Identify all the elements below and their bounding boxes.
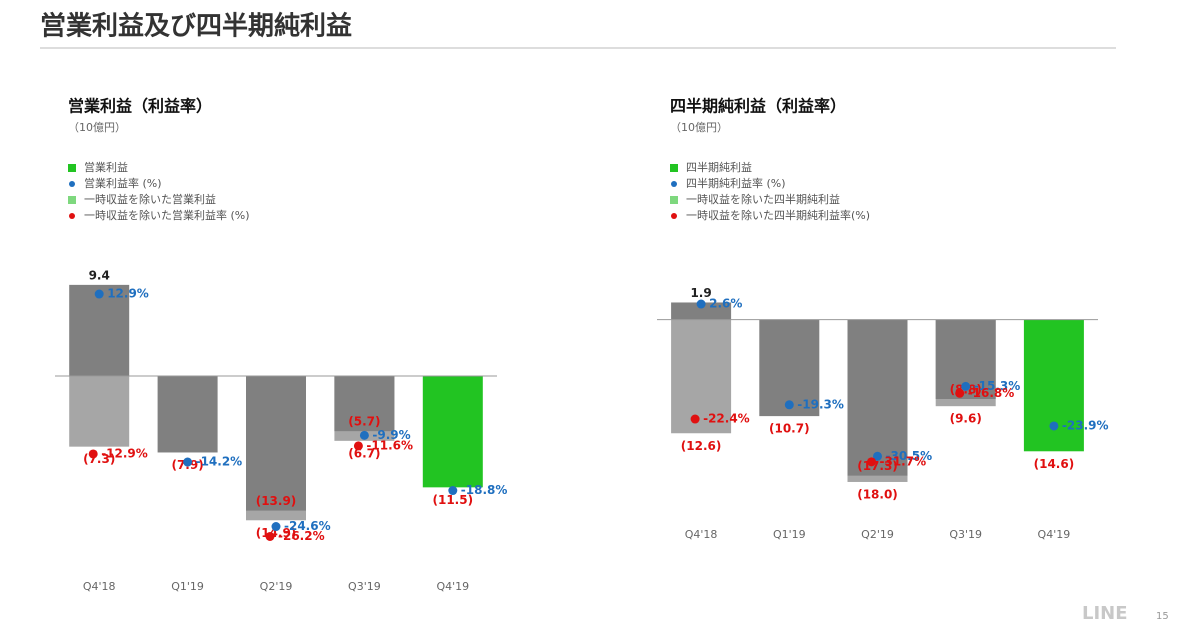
legend-marker xyxy=(671,181,677,187)
margin-dot xyxy=(94,289,104,299)
bar xyxy=(69,284,130,376)
data-label: (10.7) xyxy=(769,422,810,436)
legend-label: 営業利益率 (%) xyxy=(84,176,162,190)
margin-dot xyxy=(183,457,193,467)
margin-label: -14.2% xyxy=(196,455,243,469)
margin-label: -9.9% xyxy=(372,428,410,442)
margin-label: -23.9% xyxy=(1062,418,1109,432)
bar xyxy=(246,375,306,511)
margin-dot xyxy=(265,531,275,541)
legend-marker xyxy=(68,196,76,204)
legend-label: 四半期純利益率 (%) xyxy=(686,176,786,190)
margin-dot xyxy=(1049,421,1059,431)
margin-dot xyxy=(696,299,706,309)
x-tick-label: Q4'19 xyxy=(436,580,469,593)
logo: LINE xyxy=(1082,603,1128,624)
margin-dot xyxy=(867,457,876,467)
x-tick-label: Q4'18 xyxy=(685,528,718,541)
legend-label: 一時収益を除いた四半期純利益 xyxy=(686,192,840,206)
margin-label: -19.3% xyxy=(797,397,844,411)
legend-marker xyxy=(670,196,678,204)
margin-label: -31.7% xyxy=(880,454,927,468)
x-tick-label: Q4'19 xyxy=(1038,528,1071,541)
data-label: (5.7) xyxy=(348,415,380,429)
legend-marker xyxy=(670,164,678,172)
data-label: 9.4 xyxy=(89,268,110,282)
margin-dot xyxy=(359,430,369,440)
legend-marker xyxy=(69,181,75,187)
x-tick-label: Q3'19 xyxy=(949,528,982,541)
page-title: 営業利益及び四半期純利益 xyxy=(40,11,352,42)
bar xyxy=(759,319,820,417)
margin-label: -26.2% xyxy=(278,529,325,543)
legend-marker xyxy=(68,164,76,172)
legend-label: 一時収益を除いた四半期純利益率(%) xyxy=(686,208,870,222)
margin-dot xyxy=(784,400,794,410)
x-tick-label: Q3'19 xyxy=(348,580,381,593)
margin-label: 12.9% xyxy=(107,287,149,301)
margin-label: -30.5% xyxy=(886,449,933,463)
bar xyxy=(334,375,395,432)
legend-label: 四半期純利益 xyxy=(686,160,752,174)
data-label: (18.0) xyxy=(857,487,898,501)
chart-subtitle: （10億円） xyxy=(68,121,126,134)
margin-dot xyxy=(88,449,98,459)
data-label: 1.9 xyxy=(690,286,711,300)
legend-marker xyxy=(69,213,75,219)
chart-subtitle: （10億円） xyxy=(670,121,728,134)
bar xyxy=(157,375,218,453)
margin-label: 2.6% xyxy=(709,297,742,311)
bar xyxy=(671,319,732,434)
margin-dot xyxy=(353,441,363,451)
margin-dot xyxy=(961,381,971,391)
margin-dot xyxy=(448,486,458,496)
margin-dot xyxy=(955,388,965,398)
margin-label: -22.4% xyxy=(703,412,750,426)
x-tick-label: Q1'19 xyxy=(773,528,806,541)
data-label: (14.6) xyxy=(1034,457,1075,471)
x-tick-label: Q1'19 xyxy=(171,580,204,593)
margin-dot xyxy=(271,522,281,532)
x-tick-label: Q2'19 xyxy=(861,528,894,541)
margin-label: -12.9% xyxy=(101,446,148,460)
margin-label: -11.6% xyxy=(366,438,413,452)
chart-title: 四半期純利益（利益率） xyxy=(670,97,846,116)
margin-label: -24.6% xyxy=(284,519,331,533)
legend-label: 一時収益を除いた営業利益率 (%) xyxy=(84,208,250,222)
legend-label: 営業利益 xyxy=(84,160,128,174)
bar xyxy=(422,375,483,488)
bar xyxy=(69,375,130,447)
legend-label: 一時収益を除いた営業利益 xyxy=(84,192,216,206)
data-label: (12.6) xyxy=(681,439,722,453)
margin-dot xyxy=(873,451,882,461)
x-tick-label: Q2'19 xyxy=(260,580,293,593)
bar xyxy=(847,319,908,476)
margin-label: -15.3% xyxy=(974,379,1021,393)
margin-dot xyxy=(690,414,700,424)
data-label: (13.9) xyxy=(256,494,297,508)
chart-title: 営業利益（利益率） xyxy=(68,97,212,116)
margin-label: -18.8% xyxy=(461,483,508,497)
data-label: (11.5) xyxy=(433,493,474,507)
bar xyxy=(671,302,732,320)
legend-marker xyxy=(671,213,677,219)
margin-label: -16.8% xyxy=(968,386,1015,400)
data-label: (9.6) xyxy=(950,412,982,426)
x-tick-label: Q4'18 xyxy=(83,580,116,593)
page-number: 15 xyxy=(1156,611,1169,622)
